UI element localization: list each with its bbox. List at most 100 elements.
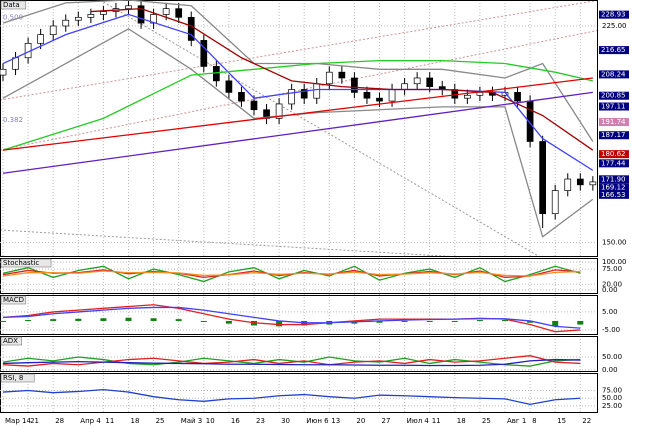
candle-body [426, 77, 434, 87]
candle-body [175, 8, 183, 18]
price-marker-label: 177.44 [601, 159, 626, 167]
x-tick-label: 21 [30, 417, 39, 425]
candle-body [351, 77, 358, 93]
price-marker-label: 216.65 [601, 46, 626, 54]
x-tick-label: Авг 1 [507, 417, 526, 425]
candle-body [313, 83, 321, 99]
candle-body [589, 181, 597, 186]
x-tick-label: 23 [256, 417, 265, 425]
candle-body [162, 8, 170, 15]
candle-body [275, 103, 283, 119]
fib-label: 0.382 [3, 116, 23, 124]
histogram-bar [100, 318, 107, 321]
y-tick-label: 75.00 [602, 265, 622, 273]
candle-body [514, 92, 521, 102]
x-tick-label: 8 [532, 417, 536, 425]
x-tick-label: 20 [356, 417, 365, 425]
price-marker [599, 118, 629, 127]
candle-body [376, 97, 383, 102]
price-marker-label: 191.74 [601, 118, 626, 126]
y-tick-label: 50.00 [602, 394, 622, 402]
candle-body [363, 92, 371, 99]
y-tick-label: 0.00 [602, 366, 618, 374]
x-tick-label: 13 [331, 417, 340, 425]
candle-body [476, 92, 484, 96]
x-tick-label: 18 [131, 417, 140, 425]
candle-body [12, 57, 19, 70]
candle-body [213, 66, 220, 82]
candle-body [564, 178, 572, 191]
candle-body [62, 19, 70, 27]
x-tick-label: 16 [231, 417, 240, 425]
candle-body [49, 25, 57, 36]
line-series [2, 388, 581, 406]
histogram-bar [225, 320, 232, 324]
candle-body [388, 89, 396, 102]
y-tick-label: 225.00 [602, 22, 627, 30]
x-tick-label: Июн 6 [306, 417, 329, 425]
panel-title-box [0, 295, 27, 305]
panel-title-box [0, 258, 52, 268]
candle-body [74, 16, 82, 21]
candle-body [250, 100, 258, 111]
candle-body [325, 71, 333, 85]
candle-body [87, 14, 95, 18]
candle-body [225, 80, 233, 93]
candle-body [187, 16, 195, 41]
line-series [2, 59, 593, 151]
x-tick-label: Май 3 [181, 417, 203, 425]
histogram-bar [376, 320, 383, 323]
line-series [2, 28, 594, 238]
x-tick-label: 15 [557, 417, 566, 425]
x-tick-label: 27 [382, 417, 391, 425]
line-series [2, 91, 593, 174]
histogram-bar [451, 320, 458, 322]
y-tick-label: 20.00 [602, 280, 622, 288]
price-marker [599, 150, 629, 159]
x-tick-label: 30 [281, 417, 290, 425]
price-marker-label: 208.24 [601, 70, 626, 78]
histogram-bar [0, 320, 6, 322]
candle-body [200, 40, 208, 67]
x-tick-label: Июл 4 [407, 417, 430, 425]
y-tick-label: 0.00 [602, 286, 618, 294]
y-tick-label: 25.00 [602, 402, 622, 410]
panel-frame [0, 0, 598, 257]
price-marker-label: 197.11 [601, 103, 626, 111]
x-tick-label: 28 [55, 417, 64, 425]
price-marker [599, 183, 629, 192]
x-tick-label: 10 [206, 417, 215, 425]
line-series [2, 270, 581, 277]
y-tick-label: 5.00 [602, 308, 618, 316]
price-marker [599, 159, 629, 168]
panel-title: Data [3, 1, 20, 9]
price-marker [599, 102, 629, 111]
x-tick-label: 25 [156, 417, 165, 425]
price-marker [599, 175, 629, 184]
panel-title-box [0, 0, 27, 10]
fib-lines [0, 0, 601, 258]
histogram-bar [527, 320, 534, 323]
panel-frame [0, 373, 598, 413]
histogram-bar [125, 317, 132, 321]
histogram-bar [75, 318, 82, 321]
candle-body [238, 92, 245, 102]
price-marker [599, 70, 629, 79]
candle-body [100, 11, 107, 15]
candle-body [576, 178, 584, 186]
price-marker-label: 187.17 [601, 131, 626, 139]
histogram-bar [50, 319, 57, 321]
histogram-bar [150, 318, 157, 321]
line-series [2, 77, 593, 151]
line-series [2, 306, 581, 329]
candle-body [137, 5, 145, 24]
line-series [90, 8, 594, 151]
histogram-bar [200, 320, 207, 322]
candle-body [539, 141, 547, 215]
candle-body [300, 89, 308, 99]
histogram-bar [25, 320, 32, 322]
candle-body [125, 5, 132, 10]
panel-title: RSI, 8 [3, 374, 23, 382]
y-tick-label: -5.00 [602, 326, 620, 334]
